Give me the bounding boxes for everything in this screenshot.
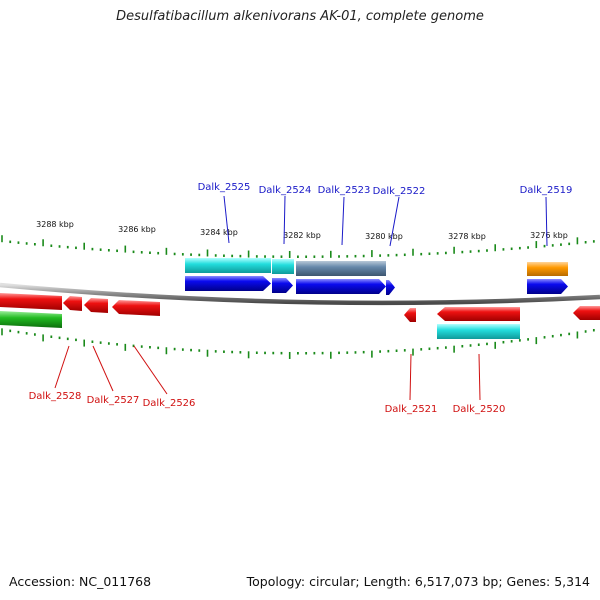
scale-label: 3278 kbp	[448, 232, 486, 241]
reverse-leader-lines	[54, 345, 481, 401]
gene-dalk-2519[interactable]	[527, 279, 568, 294]
gene-dalk-2524[interactable]	[272, 278, 293, 293]
scale-label: 3286 kbp	[118, 225, 156, 234]
gene-label-dalk-2523[interactable]: Dalk_2523	[318, 185, 371, 196]
gene-label-dalk-2522[interactable]: Dalk_2522	[373, 186, 426, 197]
forward-leader-lines	[223, 195, 548, 247]
scale-label: 3284 kbp	[200, 228, 238, 237]
gene-dalk-2522[interactable]	[386, 280, 395, 295]
outer-tick-marks	[1, 235, 595, 258]
gene-dalk-2521[interactable]	[404, 308, 416, 322]
gene-dalk-2526[interactable]	[112, 300, 160, 316]
gene-label-dalk-2528[interactable]: Dalk_2528	[29, 391, 82, 402]
scale-label: 3276 kbp	[530, 231, 568, 240]
scale-labels: 3288 kbp 3286 kbp 3284 kbp 3282 kbp 3280…	[36, 220, 568, 241]
gene-label-dalk-2527[interactable]: Dalk_2527	[87, 395, 140, 406]
gene-label-dalk-2520[interactable]: Dalk_2520	[453, 404, 506, 415]
gene-green[interactable]	[0, 311, 62, 328]
gene-dalk-2525[interactable]	[185, 276, 271, 291]
scale-label: 3282 kbp	[283, 231, 321, 240]
gene-red-edge[interactable]	[573, 306, 600, 320]
inner-tick-marks	[1, 328, 595, 359]
gene-label-dalk-2524[interactable]: Dalk_2524	[259, 185, 312, 196]
gene-label-dalk-2519[interactable]: Dalk_2519	[520, 185, 573, 196]
scale-label: 3288 kbp	[36, 220, 74, 229]
gene-orange[interactable]	[527, 262, 568, 276]
gene-label-dalk-2521[interactable]: Dalk_2521	[385, 404, 438, 415]
topology-text: Topology: circular; Length: 6,517,073 bp…	[246, 574, 590, 589]
gene-dalk-2527[interactable]	[84, 298, 108, 313]
gene-dalk-2523[interactable]	[296, 279, 386, 294]
genome-backbone	[0, 282, 600, 306]
gene-dalk-2520[interactable]	[437, 307, 520, 321]
gene-dalk-2528-b[interactable]	[63, 296, 82, 311]
gene-dalk-2528-a[interactable]	[0, 293, 62, 310]
gene-cyan-a[interactable]	[185, 258, 271, 273]
gene-steel[interactable]	[296, 261, 386, 276]
gene-cyan-reverse[interactable]	[437, 324, 520, 339]
scale-label: 3280 kbp	[365, 232, 403, 241]
accession-text: Accession: NC_011768	[9, 574, 152, 589]
gene-label-dalk-2526[interactable]: Dalk_2526	[143, 398, 196, 409]
gene-cyan-b[interactable]	[272, 259, 294, 274]
genome-title: Desulfatibacillum alkenivorans AK-01, co…	[116, 9, 484, 24]
gene-label-dalk-2525[interactable]: Dalk_2525	[198, 182, 251, 193]
